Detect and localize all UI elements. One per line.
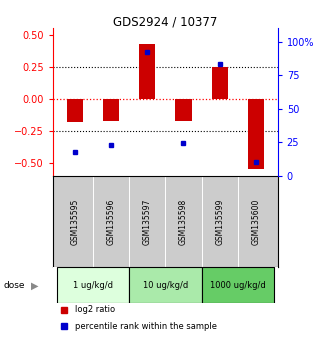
Bar <box>103 99 119 121</box>
Text: GSM135599: GSM135599 <box>215 198 224 245</box>
Bar <box>139 44 155 99</box>
Text: GSM135597: GSM135597 <box>143 198 152 245</box>
Text: GSM135598: GSM135598 <box>179 198 188 245</box>
Text: dose: dose <box>3 281 25 290</box>
Text: GSM135595: GSM135595 <box>70 198 79 245</box>
Text: ▶: ▶ <box>30 280 38 290</box>
Text: 1 ug/kg/d: 1 ug/kg/d <box>73 281 113 290</box>
Text: percentile rank within the sample: percentile rank within the sample <box>75 322 217 331</box>
Text: GSM135600: GSM135600 <box>251 198 260 245</box>
Bar <box>56 267 129 303</box>
Bar <box>212 67 228 99</box>
Text: 1000 ug/kg/d: 1000 ug/kg/d <box>210 281 266 290</box>
Text: log2 ratio: log2 ratio <box>75 305 116 314</box>
Bar <box>202 267 274 303</box>
Bar <box>175 99 192 121</box>
Bar <box>129 267 202 303</box>
Bar <box>66 99 83 122</box>
Text: 10 ug/kg/d: 10 ug/kg/d <box>143 281 188 290</box>
Text: GSM135596: GSM135596 <box>107 198 116 245</box>
Bar <box>248 99 264 169</box>
Title: GDS2924 / 10377: GDS2924 / 10377 <box>113 15 218 28</box>
